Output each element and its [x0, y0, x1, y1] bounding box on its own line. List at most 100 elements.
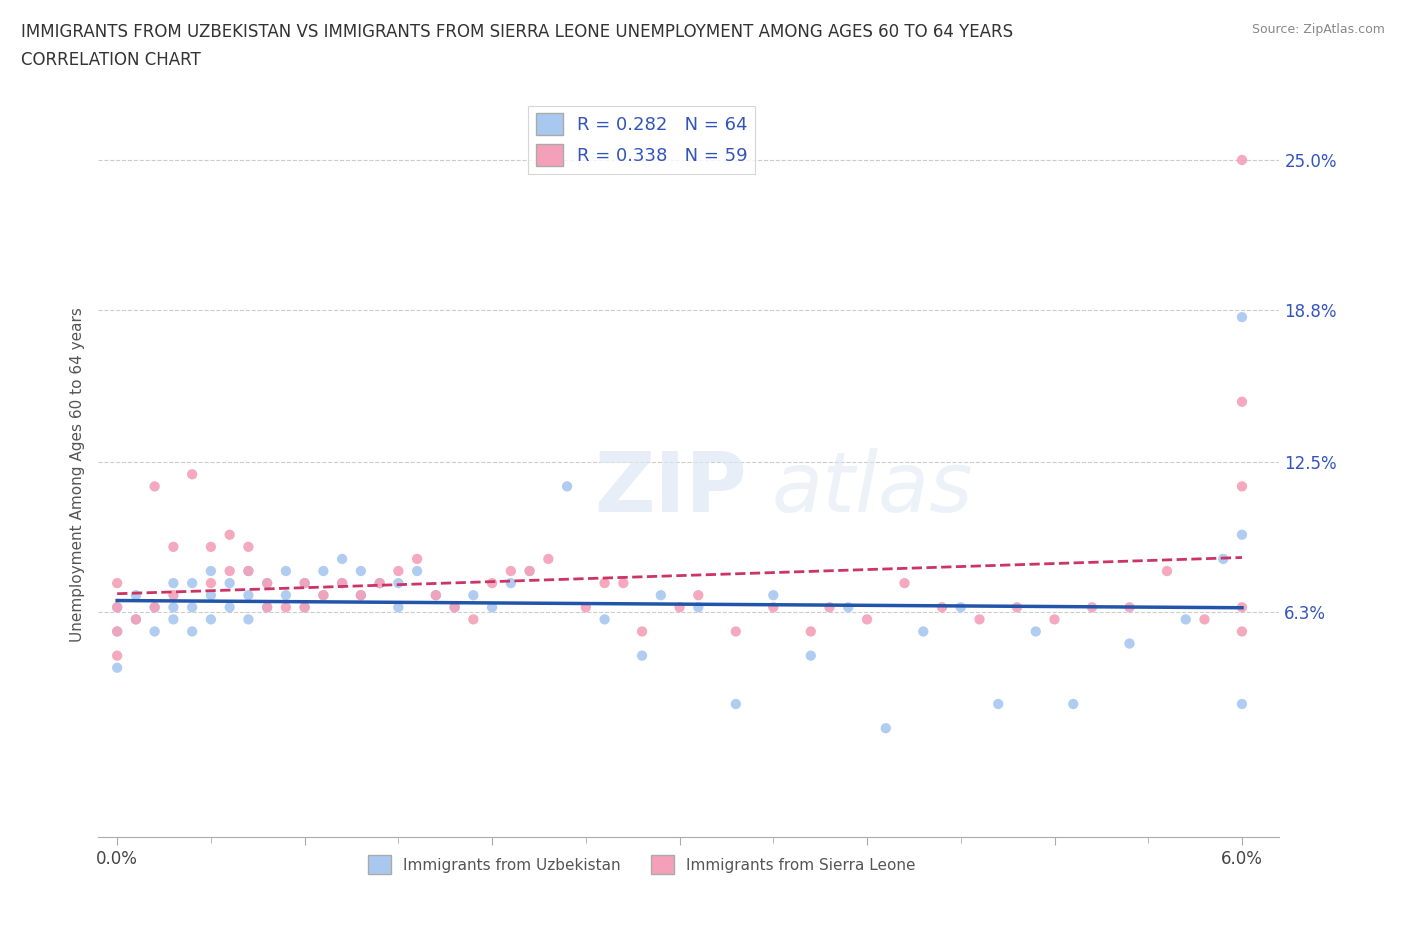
Point — [762, 588, 785, 603]
Point — [181, 576, 204, 591]
Point — [238, 612, 260, 627]
Point — [1230, 527, 1253, 542]
Point — [256, 600, 278, 615]
Point — [1081, 600, 1104, 615]
Point — [387, 564, 409, 578]
Point — [575, 600, 598, 615]
Point — [1230, 697, 1253, 711]
Point — [724, 624, 747, 639]
Point — [443, 600, 465, 615]
Point — [593, 612, 616, 627]
Point — [1212, 551, 1234, 566]
Point — [350, 588, 373, 603]
Point — [105, 624, 128, 639]
Point — [143, 479, 166, 494]
Point — [105, 660, 128, 675]
Point — [294, 576, 316, 591]
Point — [481, 576, 503, 591]
Point — [200, 588, 222, 603]
Point — [481, 600, 503, 615]
Point — [818, 600, 841, 615]
Point — [1194, 612, 1216, 627]
Point — [238, 564, 260, 578]
Point — [181, 624, 204, 639]
Point — [105, 624, 128, 639]
Point — [256, 576, 278, 591]
Point — [125, 588, 148, 603]
Point — [1230, 600, 1253, 615]
Point — [350, 564, 373, 578]
Text: atlas: atlas — [772, 448, 973, 529]
Point — [856, 612, 879, 627]
Point — [800, 624, 823, 639]
Point — [1043, 612, 1066, 627]
Point — [949, 600, 972, 615]
Point — [238, 539, 260, 554]
Point — [406, 564, 429, 578]
Point — [350, 588, 373, 603]
Point — [499, 576, 522, 591]
Point — [274, 588, 297, 603]
Point — [1230, 479, 1253, 494]
Point — [181, 600, 204, 615]
Point — [238, 564, 260, 578]
Point — [519, 564, 541, 578]
Point — [330, 576, 353, 591]
Point — [218, 600, 240, 615]
Point — [519, 564, 541, 578]
Point — [1230, 310, 1253, 325]
Point — [200, 576, 222, 591]
Point — [1005, 600, 1028, 615]
Point — [294, 600, 316, 615]
Point — [555, 479, 578, 494]
Point — [143, 624, 166, 639]
Point — [463, 612, 485, 627]
Point — [800, 648, 823, 663]
Point — [218, 564, 240, 578]
Point — [330, 576, 353, 591]
Point — [312, 588, 335, 603]
Point — [688, 600, 710, 615]
Point — [443, 600, 465, 615]
Point — [969, 612, 991, 627]
Point — [537, 551, 560, 566]
Point — [256, 576, 278, 591]
Point — [105, 576, 128, 591]
Point — [162, 576, 184, 591]
Point — [181, 467, 204, 482]
Point — [200, 539, 222, 554]
Text: ZIP: ZIP — [595, 448, 747, 529]
Point — [1174, 612, 1197, 627]
Point — [125, 612, 148, 627]
Point — [425, 588, 447, 603]
Point — [218, 527, 240, 542]
Text: IMMIGRANTS FROM UZBEKISTAN VS IMMIGRANTS FROM SIERRA LEONE UNEMPLOYMENT AMONG AG: IMMIGRANTS FROM UZBEKISTAN VS IMMIGRANTS… — [21, 23, 1014, 41]
Point — [1025, 624, 1047, 639]
Point — [1118, 636, 1140, 651]
Point — [368, 576, 391, 591]
Point — [105, 600, 128, 615]
Point — [294, 576, 316, 591]
Point — [256, 600, 278, 615]
Point — [200, 564, 222, 578]
Point — [238, 588, 260, 603]
Point — [274, 600, 297, 615]
Point — [987, 697, 1010, 711]
Point — [1230, 624, 1253, 639]
Point — [1062, 697, 1084, 711]
Point — [200, 612, 222, 627]
Point — [499, 564, 522, 578]
Point — [143, 600, 166, 615]
Point — [294, 600, 316, 615]
Point — [668, 600, 690, 615]
Text: Source: ZipAtlas.com: Source: ZipAtlas.com — [1251, 23, 1385, 36]
Point — [875, 721, 897, 736]
Point — [724, 697, 747, 711]
Point — [105, 600, 128, 615]
Point — [762, 600, 785, 615]
Point — [125, 612, 148, 627]
Point — [162, 612, 184, 627]
Point — [837, 600, 859, 615]
Point — [931, 600, 953, 615]
Point — [612, 576, 634, 591]
